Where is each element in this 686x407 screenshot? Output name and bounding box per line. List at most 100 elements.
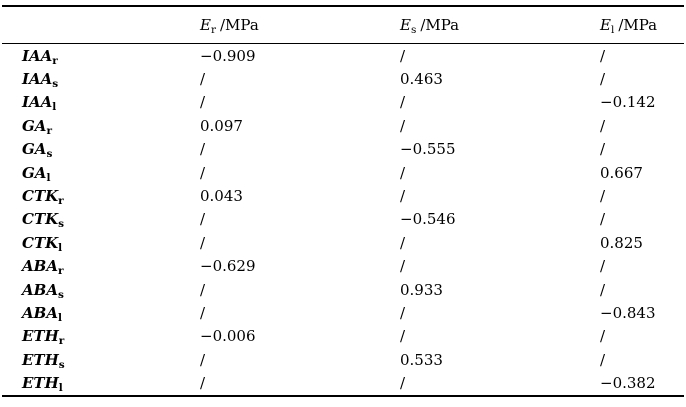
correlation-table: Er/MPa Es/MPa El/MPa IAAr −0.909 / / IAA… xyxy=(2,5,684,397)
row-label-base: ABA xyxy=(22,280,58,299)
cell-value: / xyxy=(600,46,606,65)
row-label: GAl xyxy=(2,161,200,184)
cell-value: / xyxy=(200,93,206,112)
cell-value: −0.629 xyxy=(200,257,256,276)
table-row-ctk-l: CTKl / / 0.825 xyxy=(2,231,684,254)
header-symbol: E xyxy=(200,16,211,34)
row-label-base: CTK xyxy=(22,210,59,229)
table-row-ctk-r: CTKr 0.043 / / xyxy=(2,184,684,207)
row-label-base: ABA xyxy=(22,257,58,276)
cell-value: 0.097 xyxy=(200,116,243,135)
row-label-subscript: l xyxy=(52,101,57,114)
row-label-base: IAA xyxy=(22,70,53,89)
table-row-eth-l: ETHl / / −0.382 xyxy=(2,371,684,395)
row-label-base: ETH xyxy=(22,350,59,369)
header-symbol: E xyxy=(400,16,411,34)
cell-value: / xyxy=(200,163,206,182)
cell-value: / xyxy=(200,70,206,89)
row-label-base: ETH xyxy=(22,327,59,346)
row-label-subscript: r xyxy=(58,195,64,208)
row-label-subscript: l xyxy=(58,382,63,395)
cell-value: 0.933 xyxy=(400,280,443,299)
row-label: GAs xyxy=(2,138,200,161)
table-row-aba-r: ABAr −0.629 / / xyxy=(2,255,684,278)
row-label: GAr xyxy=(2,114,200,137)
row-label-subscript: r xyxy=(57,265,64,278)
row-label-base: GA xyxy=(22,163,47,182)
cell-value: / xyxy=(600,257,606,276)
row-label: CTKl xyxy=(2,231,200,254)
cell-value: / xyxy=(400,46,406,65)
header-subscript: r xyxy=(210,24,216,36)
row-label: ABAs xyxy=(2,278,200,301)
table-row-ga-s: GAs / −0.555 / xyxy=(2,138,684,161)
cell-value: / xyxy=(600,210,606,229)
table-row-eth-s: ETHs / 0.533 / xyxy=(2,348,684,371)
table-row-ga-r: GAr 0.097 / / xyxy=(2,114,684,137)
row-label-base: IAA xyxy=(22,46,53,65)
cell-value: −0.006 xyxy=(200,327,256,346)
row-label: ETHs xyxy=(2,348,200,371)
row-label-base: IAA xyxy=(22,93,53,112)
cell-value: / xyxy=(400,93,406,112)
cell-value: −0.843 xyxy=(600,303,656,322)
row-label: CTKr xyxy=(2,184,200,207)
row-label-base: CTK xyxy=(22,233,59,252)
table-row-iaa-l: IAAl / / −0.142 xyxy=(2,91,684,114)
row-label-base: GA xyxy=(22,116,47,135)
row-label-subscript: r xyxy=(52,54,58,67)
row-label-subscript: s xyxy=(57,288,64,301)
header-unit: /MPa xyxy=(618,16,658,34)
cell-value: / xyxy=(400,233,406,252)
cell-value: / xyxy=(600,350,606,369)
row-label: ABAl xyxy=(2,301,200,324)
header-unit: /MPa xyxy=(219,16,259,34)
header-subscript: l xyxy=(610,24,615,36)
cell-value: / xyxy=(400,374,406,393)
row-label: IAAl xyxy=(2,91,200,114)
cell-value: / xyxy=(400,257,406,276)
cell-value: / xyxy=(400,116,406,135)
cell-value: −0.546 xyxy=(400,210,456,229)
header-col-el: El/MPa xyxy=(600,6,684,44)
row-label-subscript: s xyxy=(46,148,53,161)
cell-value: −0.555 xyxy=(400,140,456,159)
row-label-subscript: r xyxy=(58,335,65,348)
cell-value: / xyxy=(400,327,406,346)
header-symbol: E xyxy=(600,16,611,34)
cell-value: / xyxy=(200,350,206,369)
cell-value: / xyxy=(200,233,206,252)
table-body: IAAr −0.909 / / IAAs / 0.463 / IAAl / / … xyxy=(2,44,684,396)
cell-value: 0.533 xyxy=(400,350,443,369)
row-label-base: CTK xyxy=(22,187,59,206)
table-row-ga-l: GAl / / 0.667 xyxy=(2,161,684,184)
table-row-eth-r: ETHr −0.006 / / xyxy=(2,325,684,348)
header-row: Er/MPa Es/MPa El/MPa xyxy=(2,6,684,44)
row-label-subscript: s xyxy=(58,218,65,231)
table-row-ctk-s: CTKs / −0.546 / xyxy=(2,208,684,231)
row-label-subscript: s xyxy=(52,78,59,91)
row-label-subscript: r xyxy=(46,124,52,137)
cell-value: −0.909 xyxy=(200,46,256,65)
cell-value: / xyxy=(600,280,606,299)
cell-value: 0.825 xyxy=(600,233,643,252)
cell-value: 0.463 xyxy=(400,70,443,89)
row-label-subscript: l xyxy=(57,311,62,324)
cell-value: / xyxy=(200,280,206,299)
header-empty-cell xyxy=(2,6,200,44)
cell-value: / xyxy=(200,303,206,322)
table-header: Er/MPa Es/MPa El/MPa xyxy=(2,6,684,44)
header-col-es: Es/MPa xyxy=(400,6,600,44)
table-row-iaa-r: IAAr −0.909 / / xyxy=(2,44,684,68)
cell-value: 0.043 xyxy=(200,187,243,206)
cell-value: / xyxy=(200,374,206,393)
row-label-base: ETH xyxy=(22,374,59,393)
row-label-subscript: l xyxy=(46,171,51,184)
cell-value: 0.667 xyxy=(600,163,643,182)
cell-value: / xyxy=(400,163,406,182)
cell-value: / xyxy=(600,327,606,346)
table-row-aba-l: ABAl / / −0.843 xyxy=(2,301,684,324)
row-label-base: ABA xyxy=(22,303,58,322)
cell-value: / xyxy=(600,70,606,89)
